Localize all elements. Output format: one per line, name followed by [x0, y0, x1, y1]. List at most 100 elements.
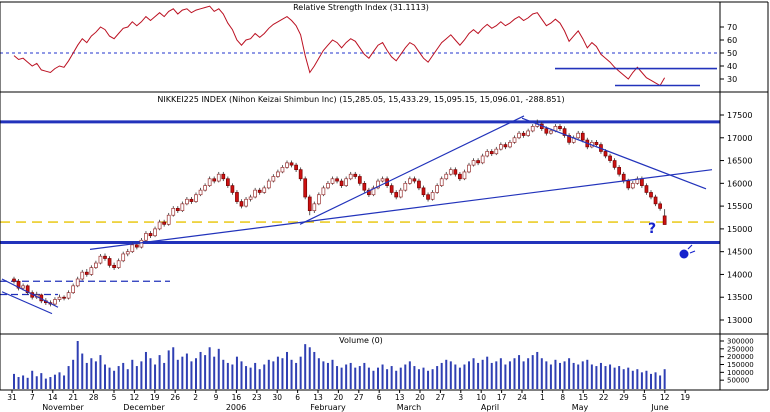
candle-body [12, 278, 16, 282]
candle-body [626, 180, 631, 189]
candle-body [212, 178, 217, 182]
candle-body [339, 180, 344, 186]
volume-bar [222, 359, 225, 389]
candle-body [394, 192, 399, 198]
volume-bar [654, 372, 657, 389]
candle-body [139, 239, 144, 248]
candle-body [357, 176, 362, 184]
trendline[interactable] [89, 169, 713, 250]
week-label: 22 [599, 393, 609, 402]
question-mark-annotation[interactable]: ? [648, 221, 656, 237]
volume-bar [358, 366, 361, 389]
volume-bar [317, 358, 320, 389]
candle-body [362, 182, 367, 191]
candle-body [280, 167, 285, 173]
candle-body [98, 255, 103, 264]
volume-bar [149, 358, 152, 389]
trendline[interactable] [299, 115, 525, 225]
rsi-panel-title[interactable]: Relative Strength Index (31.1113) [293, 3, 429, 12]
marker-dot-annotation[interactable] [679, 249, 689, 259]
trendline[interactable] [521, 117, 707, 190]
week-label: 14 [48, 393, 58, 402]
candle-body [144, 233, 148, 241]
rsi-axis-label: 60 [727, 36, 737, 45]
candle-body [53, 299, 57, 305]
trendline[interactable] [1, 278, 59, 308]
volume-bar [17, 377, 20, 389]
candle-body [203, 185, 207, 191]
volume-bar [258, 369, 261, 389]
candle-body [458, 173, 462, 180]
volume-bar [204, 355, 207, 389]
candle-body [25, 285, 30, 294]
price-axis-label: 14000 [727, 270, 752, 279]
candle-body [562, 128, 567, 136]
volume-bar [445, 359, 448, 389]
candle-body [253, 189, 257, 198]
volume-bar [549, 364, 552, 389]
price-axis-label: 16000 [727, 179, 752, 188]
candle-body [389, 185, 394, 193]
volume-bar [458, 367, 461, 389]
volume-panel-title[interactable]: Volume (0) [339, 336, 383, 345]
month-label: March [397, 403, 421, 412]
candle-body [558, 126, 562, 130]
candle-body [617, 167, 622, 175]
candle-body [75, 278, 80, 287]
volume-bar [399, 367, 402, 389]
volume-bar [627, 367, 630, 389]
volume-bar [568, 358, 571, 389]
volume-axis-label: 100000 [727, 369, 754, 377]
candle-body [116, 260, 121, 268]
candle-body [57, 296, 62, 300]
candle-body [66, 292, 71, 299]
volume-bar [240, 361, 243, 389]
volume-bar [226, 362, 229, 389]
volume-bar [581, 361, 584, 389]
week-label: 29 [619, 393, 629, 402]
volume-bar [536, 351, 539, 389]
candle-body [89, 267, 94, 275]
volume-bar [245, 366, 248, 389]
candle-body [503, 144, 508, 148]
volume-bar [276, 356, 279, 389]
volume-bar [604, 366, 607, 389]
volume-bar [513, 358, 516, 389]
candle-body [221, 173, 226, 180]
volume-bar [636, 369, 639, 389]
volume-bar [272, 361, 275, 389]
candle-body [408, 178, 412, 184]
week-label: 16 [232, 393, 242, 402]
volume-bar [53, 374, 56, 389]
volume-bar [331, 359, 334, 389]
volume-bar [104, 364, 106, 389]
week-label: 12 [130, 393, 140, 402]
volume-bar [590, 364, 593, 389]
volume-bar [31, 370, 34, 389]
week-label: 20 [334, 393, 344, 402]
candle-body [230, 185, 235, 193]
volume-bar [158, 355, 161, 389]
candle-body [630, 182, 635, 189]
volume-bar [167, 350, 170, 389]
candle-body [226, 178, 230, 186]
candle-body [276, 171, 280, 177]
volume-bar [408, 361, 411, 389]
volume-bar [613, 367, 616, 389]
week-label: 2 [193, 393, 198, 402]
candle-body [612, 160, 617, 168]
rsi-axis-label: 30 [727, 75, 737, 84]
volume-bar [436, 366, 439, 389]
week-label: 15 [578, 393, 588, 402]
volume-bar [154, 364, 157, 389]
candle-body [348, 173, 353, 180]
week-label: 30 [272, 393, 282, 402]
price-panel-title[interactable]: NIKKEI225 INDEX (Nihon Keizai Shimbun In… [157, 95, 565, 104]
volume-bar [345, 364, 348, 389]
week-label: 1 [540, 393, 545, 402]
week-label: 27 [354, 393, 364, 402]
rsi-axis-label: 40 [727, 62, 737, 71]
trendline[interactable] [1, 291, 53, 315]
candle-body [649, 192, 653, 198]
candle-body [526, 130, 531, 136]
